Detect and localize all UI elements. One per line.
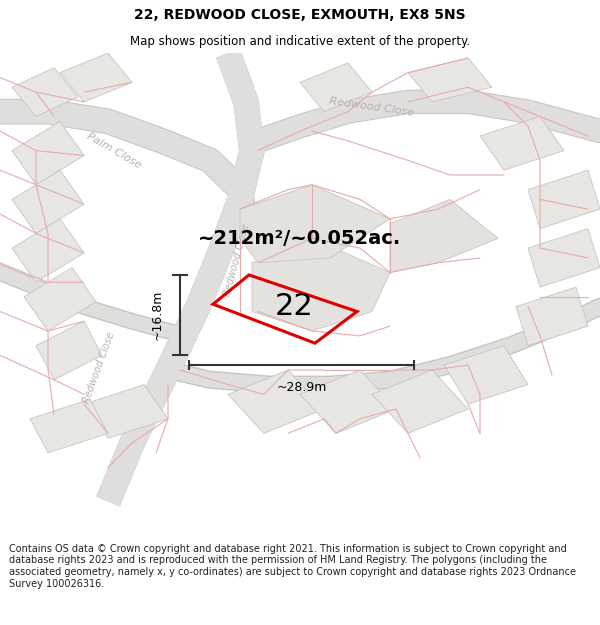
Polygon shape <box>528 229 600 287</box>
Text: ~28.9m: ~28.9m <box>277 381 326 394</box>
Polygon shape <box>372 370 468 433</box>
Text: 22, REDWOOD CLOSE, EXMOUTH, EX8 5NS: 22, REDWOOD CLOSE, EXMOUTH, EX8 5NS <box>134 8 466 22</box>
Polygon shape <box>84 384 168 438</box>
Polygon shape <box>24 268 96 331</box>
Text: ~212m²/~0.052ac.: ~212m²/~0.052ac. <box>199 229 401 248</box>
Polygon shape <box>252 238 390 331</box>
Text: Redwood Close: Redwood Close <box>223 222 251 298</box>
Polygon shape <box>12 68 78 116</box>
Text: ~16.8m: ~16.8m <box>151 290 164 341</box>
Polygon shape <box>516 287 588 346</box>
Polygon shape <box>300 63 372 112</box>
Text: Redwood Close: Redwood Close <box>82 331 116 404</box>
Text: Palm Close: Palm Close <box>85 131 143 170</box>
Text: Map shows position and indicative extent of the property.: Map shows position and indicative extent… <box>130 35 470 48</box>
Polygon shape <box>444 346 528 404</box>
Text: Redwood Close: Redwood Close <box>329 96 415 118</box>
Polygon shape <box>528 170 600 229</box>
Polygon shape <box>12 170 84 234</box>
Polygon shape <box>36 321 102 380</box>
Polygon shape <box>390 199 498 272</box>
Text: Contains OS data © Crown copyright and database right 2021. This information is : Contains OS data © Crown copyright and d… <box>9 544 576 589</box>
Polygon shape <box>480 116 564 170</box>
Polygon shape <box>60 53 132 102</box>
Polygon shape <box>12 121 84 185</box>
Polygon shape <box>300 370 396 433</box>
Text: 22: 22 <box>275 292 313 321</box>
Polygon shape <box>408 58 492 102</box>
Polygon shape <box>30 399 108 453</box>
Polygon shape <box>240 185 390 262</box>
Polygon shape <box>228 370 324 433</box>
Polygon shape <box>12 219 84 282</box>
